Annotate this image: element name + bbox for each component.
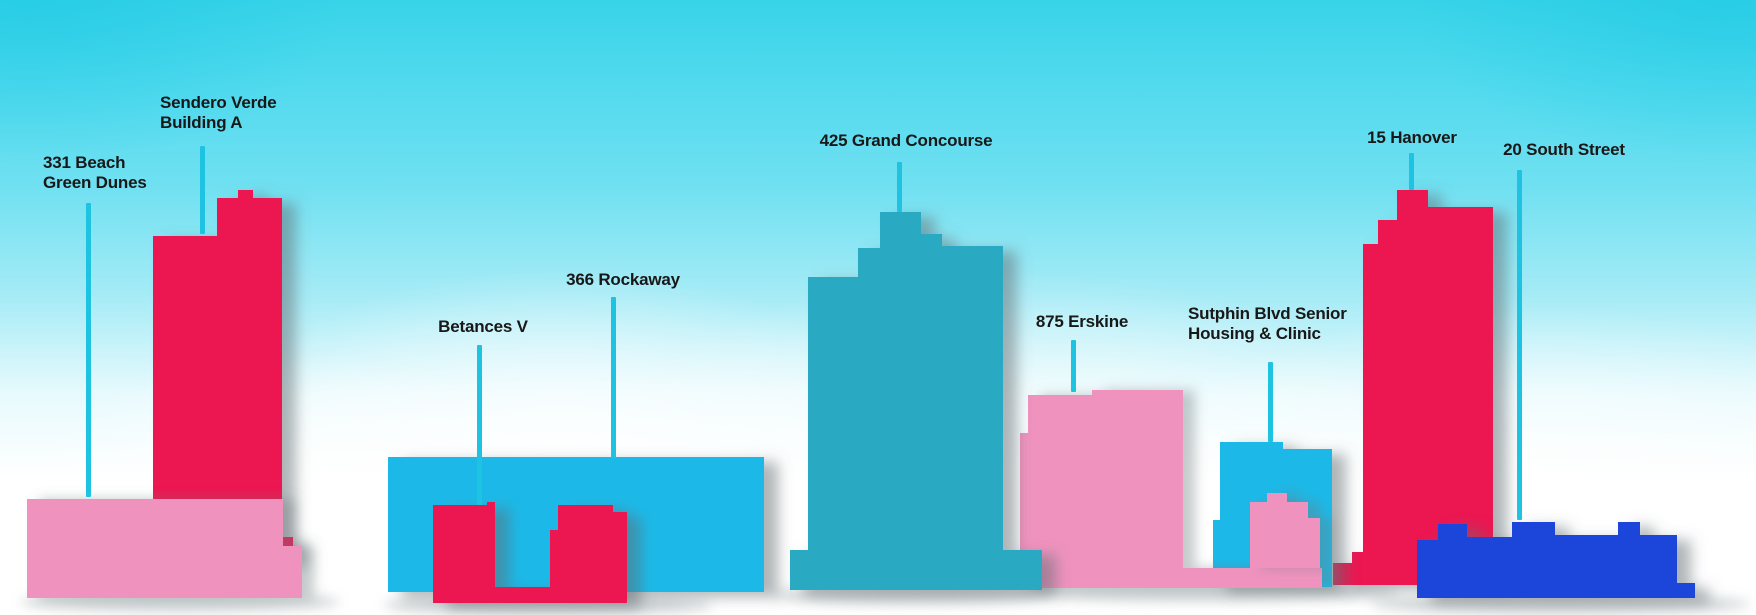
building-20-south-street [1417,522,1695,598]
label-331-beach-green-dunes: 331 Beach Green Dunes [43,153,147,193]
building-betances-v [433,502,627,603]
label-line: Betances V [438,317,528,336]
label-366-rockaway: 366 Rockaway [566,270,680,290]
building-sutphin-blvd-annex [1250,493,1320,568]
building-875-erskine [1020,390,1322,588]
label-line: Green Dunes [43,173,147,192]
label-line: 20 South Street [1503,140,1625,159]
leader-line-20-south-street [1517,170,1522,520]
ground-shadow [771,586,1061,604]
leader-line-366-rockaway [611,297,616,458]
label-line: 366 Rockaway [566,270,680,289]
label-sendero-verde: Sendero Verde Building A [160,93,277,133]
building-331-beach-green-dunes [27,499,302,598]
label-line: Building A [160,113,243,132]
ground-shadow [1370,595,1750,613]
leader-line-331-beach-green-dunes [86,203,91,497]
label-line: Sutphin Blvd Senior [1188,304,1347,323]
leader-line-sendero-verde [200,146,205,234]
leader-line-betances-v [477,345,482,505]
label-425-grand-concourse: 425 Grand Concourse [820,131,993,151]
leader-line-sutphin-blvd [1268,362,1273,442]
label-betances-v: Betances V [438,317,528,337]
label-line: 331 Beach [43,153,126,172]
label-line: 15 Hanover [1367,128,1457,147]
label-line: 875 Erskine [1035,312,1129,331]
label-line: Sendero Verde [160,93,277,112]
label-20-south-street: 20 South Street [1503,140,1625,160]
building-sendero-verde [153,190,293,562]
leader-line-875-erskine [1071,340,1076,392]
label-line: 425 Grand Concourse [819,131,993,150]
label-875-erskine: 875 Erskine [1035,312,1129,332]
label-line: Housing & Clinic [1188,324,1321,343]
building-15-hanover [1333,190,1493,585]
label-sutphin-blvd: Sutphin Blvd Senior Housing & Clinic [1188,304,1347,344]
label-15-hanover: 15 Hanover [1367,128,1457,148]
building-425-grand-concourse [790,212,1042,590]
leader-line-425-grand-concourse [897,162,902,212]
leader-line-15-hanover [1409,153,1414,190]
